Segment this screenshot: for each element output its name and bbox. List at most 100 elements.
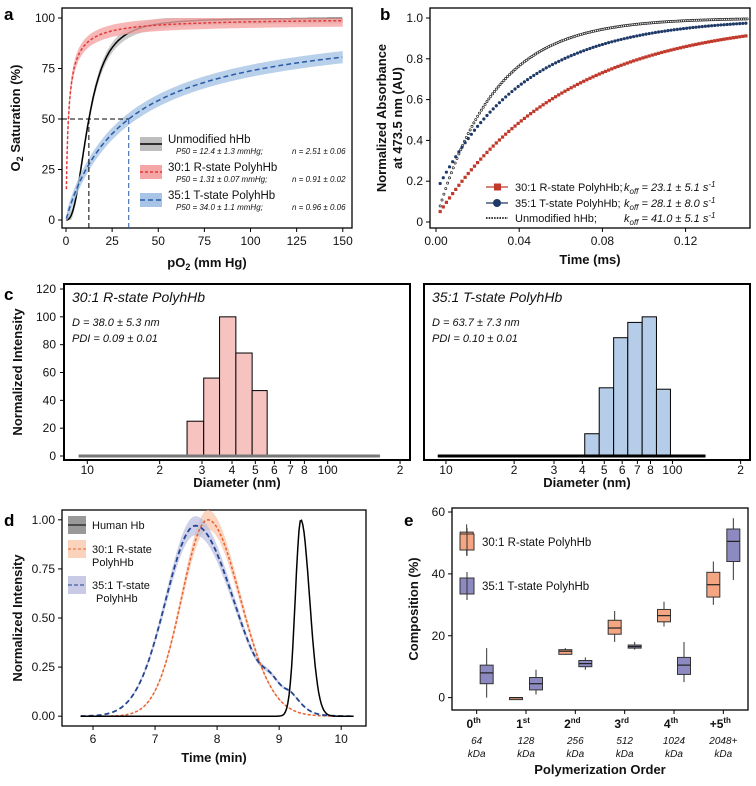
histogram-bar — [186, 420, 205, 457]
data-point — [557, 93, 561, 97]
y-axis-label: Composition (%) — [406, 557, 421, 660]
x-tick-label: 0.00 — [424, 234, 448, 248]
data-point — [481, 105, 485, 109]
data-point — [476, 114, 480, 118]
data-point — [738, 22, 742, 26]
data-point — [610, 40, 614, 44]
x-tick-label: 3 — [551, 463, 558, 477]
data-point — [550, 62, 555, 67]
data-point — [613, 66, 617, 70]
y-tick-label: 0.75 — [32, 562, 56, 576]
y-tick-label: 80 — [43, 338, 57, 352]
y-tick-label: 60 — [43, 366, 57, 380]
data-point — [472, 128, 477, 132]
data-point — [650, 53, 654, 57]
data-point — [485, 100, 489, 104]
data-point — [622, 62, 626, 66]
data-point — [494, 104, 498, 108]
data-point — [600, 42, 605, 47]
legend-n: n = 0.91 ± 0.02 — [292, 175, 346, 184]
data-point — [653, 30, 658, 35]
legend-label: 30:1 R-state — [92, 544, 152, 556]
y-tick-label: 0 — [416, 215, 423, 229]
data-point — [697, 42, 701, 46]
data-point — [675, 46, 679, 51]
legend-koff: koff = 41.0 ± 5.1 s-1 — [624, 211, 715, 227]
data-point — [479, 121, 483, 125]
data-point — [725, 37, 729, 41]
y-tick-label: 50 — [42, 112, 56, 126]
x-tick-label: 8 — [214, 732, 221, 746]
x-tick-unit: kDa — [616, 749, 634, 760]
data-point — [544, 101, 548, 105]
data-point — [563, 56, 567, 60]
data-point — [578, 81, 583, 85]
data-point — [519, 82, 523, 86]
data-point — [491, 92, 495, 96]
x-tick-label: 1st — [516, 716, 530, 731]
data-point — [479, 157, 483, 161]
data-point — [603, 41, 608, 46]
x-tick-label: 150 — [333, 234, 353, 248]
data-point — [641, 33, 645, 37]
y-tick-label: 40 — [43, 393, 57, 407]
data-point — [513, 87, 517, 91]
data-point — [476, 124, 480, 128]
data-point — [716, 23, 720, 27]
data-point — [448, 176, 451, 180]
data-point — [541, 103, 545, 107]
data-point — [672, 28, 676, 32]
legend-label: Human Hb — [92, 520, 145, 532]
data-point — [628, 35, 633, 39]
data-point — [483, 102, 487, 106]
x-tick-label: 0.04 — [508, 234, 532, 248]
data-point — [463, 141, 467, 145]
data-point — [666, 29, 670, 33]
data-point — [541, 68, 545, 72]
x-tick-label: 3 — [199, 463, 206, 477]
data-point — [466, 132, 470, 136]
y-axis-label: Normalized Intensity — [10, 308, 25, 436]
panel-e-box-chart: 0 20 40 60 Composition (%) 0th 64 kDa 1st 128 kDa 2… — [406, 505, 749, 777]
x-tick-label: 2nd — [564, 716, 581, 731]
data-point — [569, 86, 573, 90]
x-tick-label: 100 — [318, 463, 338, 477]
x-tick-label: 0 — [63, 234, 70, 248]
data-point — [628, 60, 633, 64]
legend-label: 35:1 T-state — [92, 580, 150, 592]
line-human-hb — [80, 519, 354, 717]
data-point — [482, 117, 486, 121]
data-point — [744, 34, 748, 38]
legend-label: PolyhHb — [96, 593, 138, 605]
x-tick-label: 6 — [271, 463, 278, 477]
panel-c-right-dls-chart: 10 2 3 4 5 6 7 8 100 2 Diameter (nm) 35:1 T-state P… — [423, 283, 751, 490]
data-point — [438, 181, 442, 186]
data-point — [700, 41, 704, 45]
box — [479, 664, 494, 685]
y-tick-label: 0 — [48, 213, 55, 227]
data-point — [516, 121, 520, 126]
data-point — [666, 49, 670, 53]
data-point — [607, 41, 611, 45]
data-point — [444, 187, 448, 190]
data-point — [538, 69, 542, 74]
legend-koff: koff = 23.1 ± 5.1 s-1 — [624, 180, 715, 196]
data-point — [504, 132, 508, 136]
annotation-diameter: D = 38.0 ± 5.3 nm — [72, 317, 160, 329]
data-point — [741, 21, 745, 26]
data-point — [594, 73, 598, 78]
box — [726, 528, 741, 562]
data-point — [491, 107, 495, 111]
y-tick-label: 40 — [432, 567, 446, 581]
data-point — [438, 209, 442, 214]
data-point — [507, 129, 511, 133]
x-tick-label: 2 — [511, 463, 518, 477]
y-tick-label: 60 — [432, 505, 446, 519]
histogram-bar — [641, 316, 657, 457]
series-band-2 — [66, 51, 343, 220]
data-point — [500, 81, 504, 84]
panel-letter-e: e — [404, 511, 413, 530]
data-point — [644, 55, 648, 59]
data-point — [500, 135, 505, 139]
y-tick-label: 0.00 — [32, 709, 56, 723]
